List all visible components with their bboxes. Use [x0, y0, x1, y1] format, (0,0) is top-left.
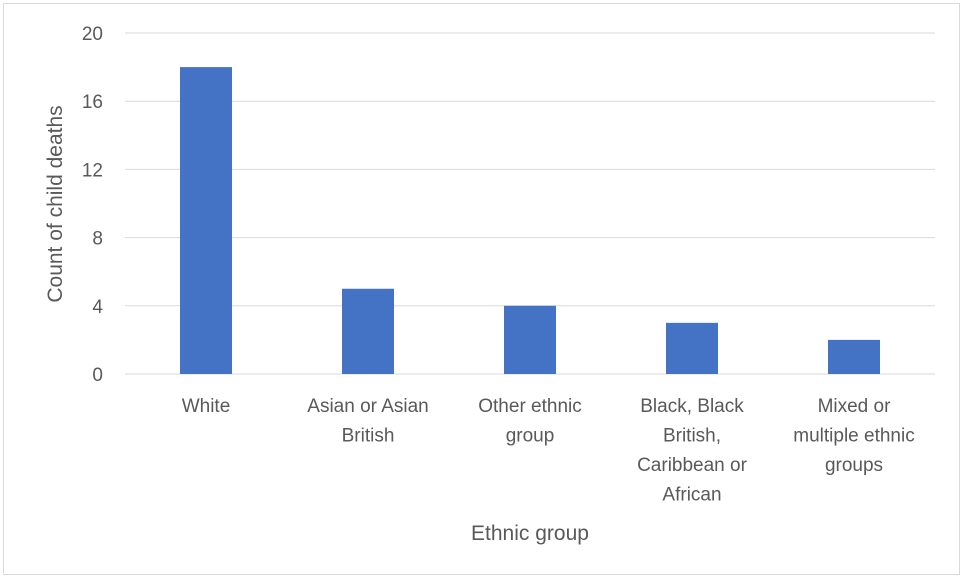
bars	[180, 67, 880, 374]
y-tick-labels: 0 4 8 12 16 20	[82, 24, 104, 386]
y-axis-title: Count of child deaths	[44, 105, 67, 302]
y-tick-label: 8	[92, 229, 103, 250]
gridlines	[125, 32, 935, 375]
x-tick-label: Asian or Asian British	[307, 396, 428, 447]
x-tick-label: Other ethnic group	[478, 396, 582, 447]
y-tick-label: 20	[82, 24, 103, 45]
x-axis-title: Ethnic group	[471, 522, 589, 545]
x-tick-labels: White Asian or Asian British Other ethnic gr…	[182, 396, 915, 506]
x-tick-label: Mixed or multiple ethnic groups	[793, 396, 914, 476]
y-tick-label: 16	[82, 92, 103, 113]
y-tick-label: 4	[92, 297, 103, 318]
bar	[180, 67, 232, 374]
bar	[828, 339, 880, 374]
x-tick-label: Black, Black British, Caribbean or African	[637, 396, 748, 506]
x-tick-label: White	[182, 396, 231, 417]
y-tick-label: 12	[82, 160, 103, 181]
y-tick-label: 0	[92, 365, 103, 386]
bar	[504, 305, 556, 374]
bar	[666, 322, 718, 374]
bar	[342, 288, 394, 374]
chart-frame	[3, 3, 960, 575]
